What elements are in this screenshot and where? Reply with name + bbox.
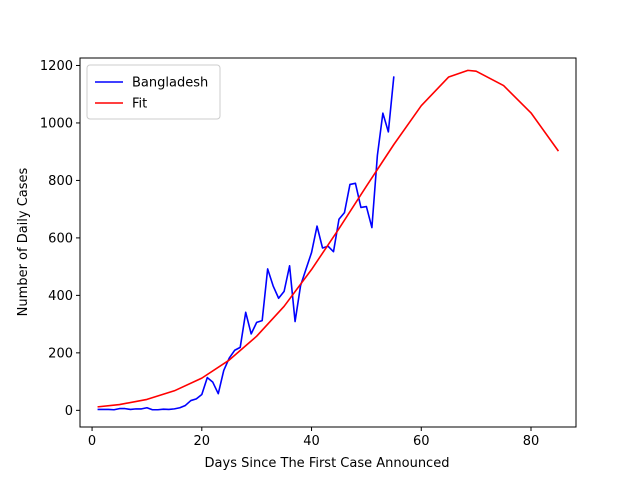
x-tick-label: 20: [194, 434, 211, 449]
y-tick-label: 0: [65, 404, 73, 419]
y-axis-label: Number of Daily Cases: [16, 167, 31, 316]
y-tick-label: 200: [48, 346, 73, 361]
series-line-bangladesh: [97, 76, 395, 411]
y-tick-label: 1000: [40, 116, 73, 131]
legend-label: Bangladesh: [132, 76, 208, 91]
y-tick-label: 800: [48, 174, 73, 189]
legend: Bangladesh Fit: [86, 64, 221, 120]
x-axis-label: Days Since The First Case Announced: [205, 456, 450, 471]
legend-box: [86, 64, 221, 120]
x-tick-label: 40: [303, 434, 320, 449]
x-tick-label: 80: [523, 434, 540, 449]
x-axis: 0 20 40 60 80: [88, 427, 539, 449]
y-tick-label: 600: [48, 231, 73, 246]
y-tick-label: 400: [48, 289, 73, 304]
x-tick-label: 0: [88, 434, 96, 449]
series-line-fit: [97, 69, 560, 408]
series-layer: [97, 69, 560, 411]
x-tick-label: 60: [413, 434, 430, 449]
plot-frame: [79, 57, 577, 428]
y-tick-label: 1200: [40, 59, 73, 74]
y-axis: 0 200 400 600 800 1000 1200: [40, 59, 80, 419]
legend-label: Fit: [132, 97, 147, 112]
